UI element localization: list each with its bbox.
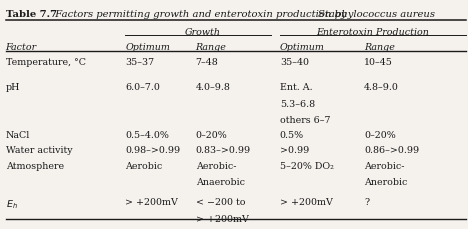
- Text: Ent. A.: Ent. A.: [280, 83, 313, 92]
- Text: pH: pH: [6, 83, 20, 92]
- Text: Table 7.7: Table 7.7: [6, 10, 57, 19]
- Text: 0.5%: 0.5%: [280, 130, 304, 139]
- Text: Factors permitting growth and enterotoxin production by: Factors permitting growth and enterotoxi…: [49, 10, 350, 19]
- Text: 35–40: 35–40: [280, 58, 309, 67]
- Text: 4.8–9.0: 4.8–9.0: [364, 83, 399, 92]
- Text: Temperature, °C: Temperature, °C: [6, 58, 86, 67]
- Text: Optimum: Optimum: [125, 43, 170, 52]
- Text: 0.86–>0.99: 0.86–>0.99: [364, 146, 419, 155]
- Text: ?: ?: [364, 197, 369, 206]
- Text: >0.99: >0.99: [280, 146, 309, 155]
- Text: < −200 to: < −200 to: [196, 197, 245, 206]
- Text: 5.3–6.8: 5.3–6.8: [280, 99, 315, 108]
- Text: Anerobic: Anerobic: [364, 178, 408, 187]
- Text: 0.83–>0.99: 0.83–>0.99: [196, 146, 251, 155]
- Text: Range: Range: [196, 43, 227, 52]
- Text: Aerobic-: Aerobic-: [364, 161, 405, 170]
- Text: 0.5–4.0%: 0.5–4.0%: [125, 130, 169, 139]
- Text: 6.0–7.0: 6.0–7.0: [125, 83, 161, 92]
- Text: NaCl: NaCl: [6, 130, 30, 139]
- Text: Growth: Growth: [185, 27, 220, 36]
- Text: Enterotoxin Production: Enterotoxin Production: [316, 27, 429, 36]
- Text: Aerobic-: Aerobic-: [196, 161, 236, 170]
- Text: $E_{h}$: $E_{h}$: [6, 197, 17, 210]
- Text: Water activity: Water activity: [6, 146, 72, 155]
- Text: Aerobic: Aerobic: [125, 161, 163, 170]
- Text: > +200mV: > +200mV: [196, 214, 249, 223]
- Text: Staphylococcus aureus: Staphylococcus aureus: [318, 10, 435, 19]
- Text: Anaerobic: Anaerobic: [196, 178, 245, 187]
- Text: Range: Range: [364, 43, 395, 52]
- Text: others 6–7: others 6–7: [280, 116, 330, 125]
- Text: 0–20%: 0–20%: [364, 130, 396, 139]
- Text: 4.0–9.8: 4.0–9.8: [196, 83, 231, 92]
- Text: 35–37: 35–37: [125, 58, 154, 67]
- Text: 7–48: 7–48: [196, 58, 219, 67]
- Text: 0.98–>0.99: 0.98–>0.99: [125, 146, 181, 155]
- Text: Atmosphere: Atmosphere: [6, 161, 64, 170]
- Text: > +200mV: > +200mV: [125, 197, 178, 206]
- Text: 5–20% DO₂: 5–20% DO₂: [280, 161, 334, 170]
- Text: Optimum: Optimum: [280, 43, 325, 52]
- Text: Factor: Factor: [6, 43, 37, 52]
- Text: 0–20%: 0–20%: [196, 130, 227, 139]
- Text: 10–45: 10–45: [364, 58, 393, 67]
- Text: > +200mV: > +200mV: [280, 197, 333, 206]
